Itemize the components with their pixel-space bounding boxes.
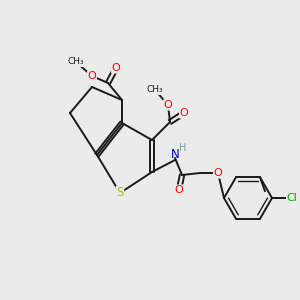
Text: CH₃: CH₃ (68, 58, 84, 67)
Text: O: O (175, 185, 183, 195)
Text: O: O (214, 168, 222, 178)
Text: O: O (112, 63, 120, 73)
Text: O: O (164, 100, 172, 110)
Text: Cl: Cl (286, 193, 297, 203)
Text: O: O (88, 71, 96, 81)
Text: N: N (171, 148, 179, 160)
Text: O: O (180, 108, 188, 118)
Text: H: H (179, 143, 187, 153)
Text: S: S (116, 187, 124, 200)
Text: CH₃: CH₃ (147, 85, 163, 94)
